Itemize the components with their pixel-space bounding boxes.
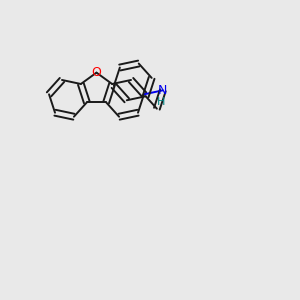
Text: N: N <box>158 84 167 97</box>
Text: H: H <box>157 97 166 107</box>
Text: O: O <box>92 66 101 79</box>
